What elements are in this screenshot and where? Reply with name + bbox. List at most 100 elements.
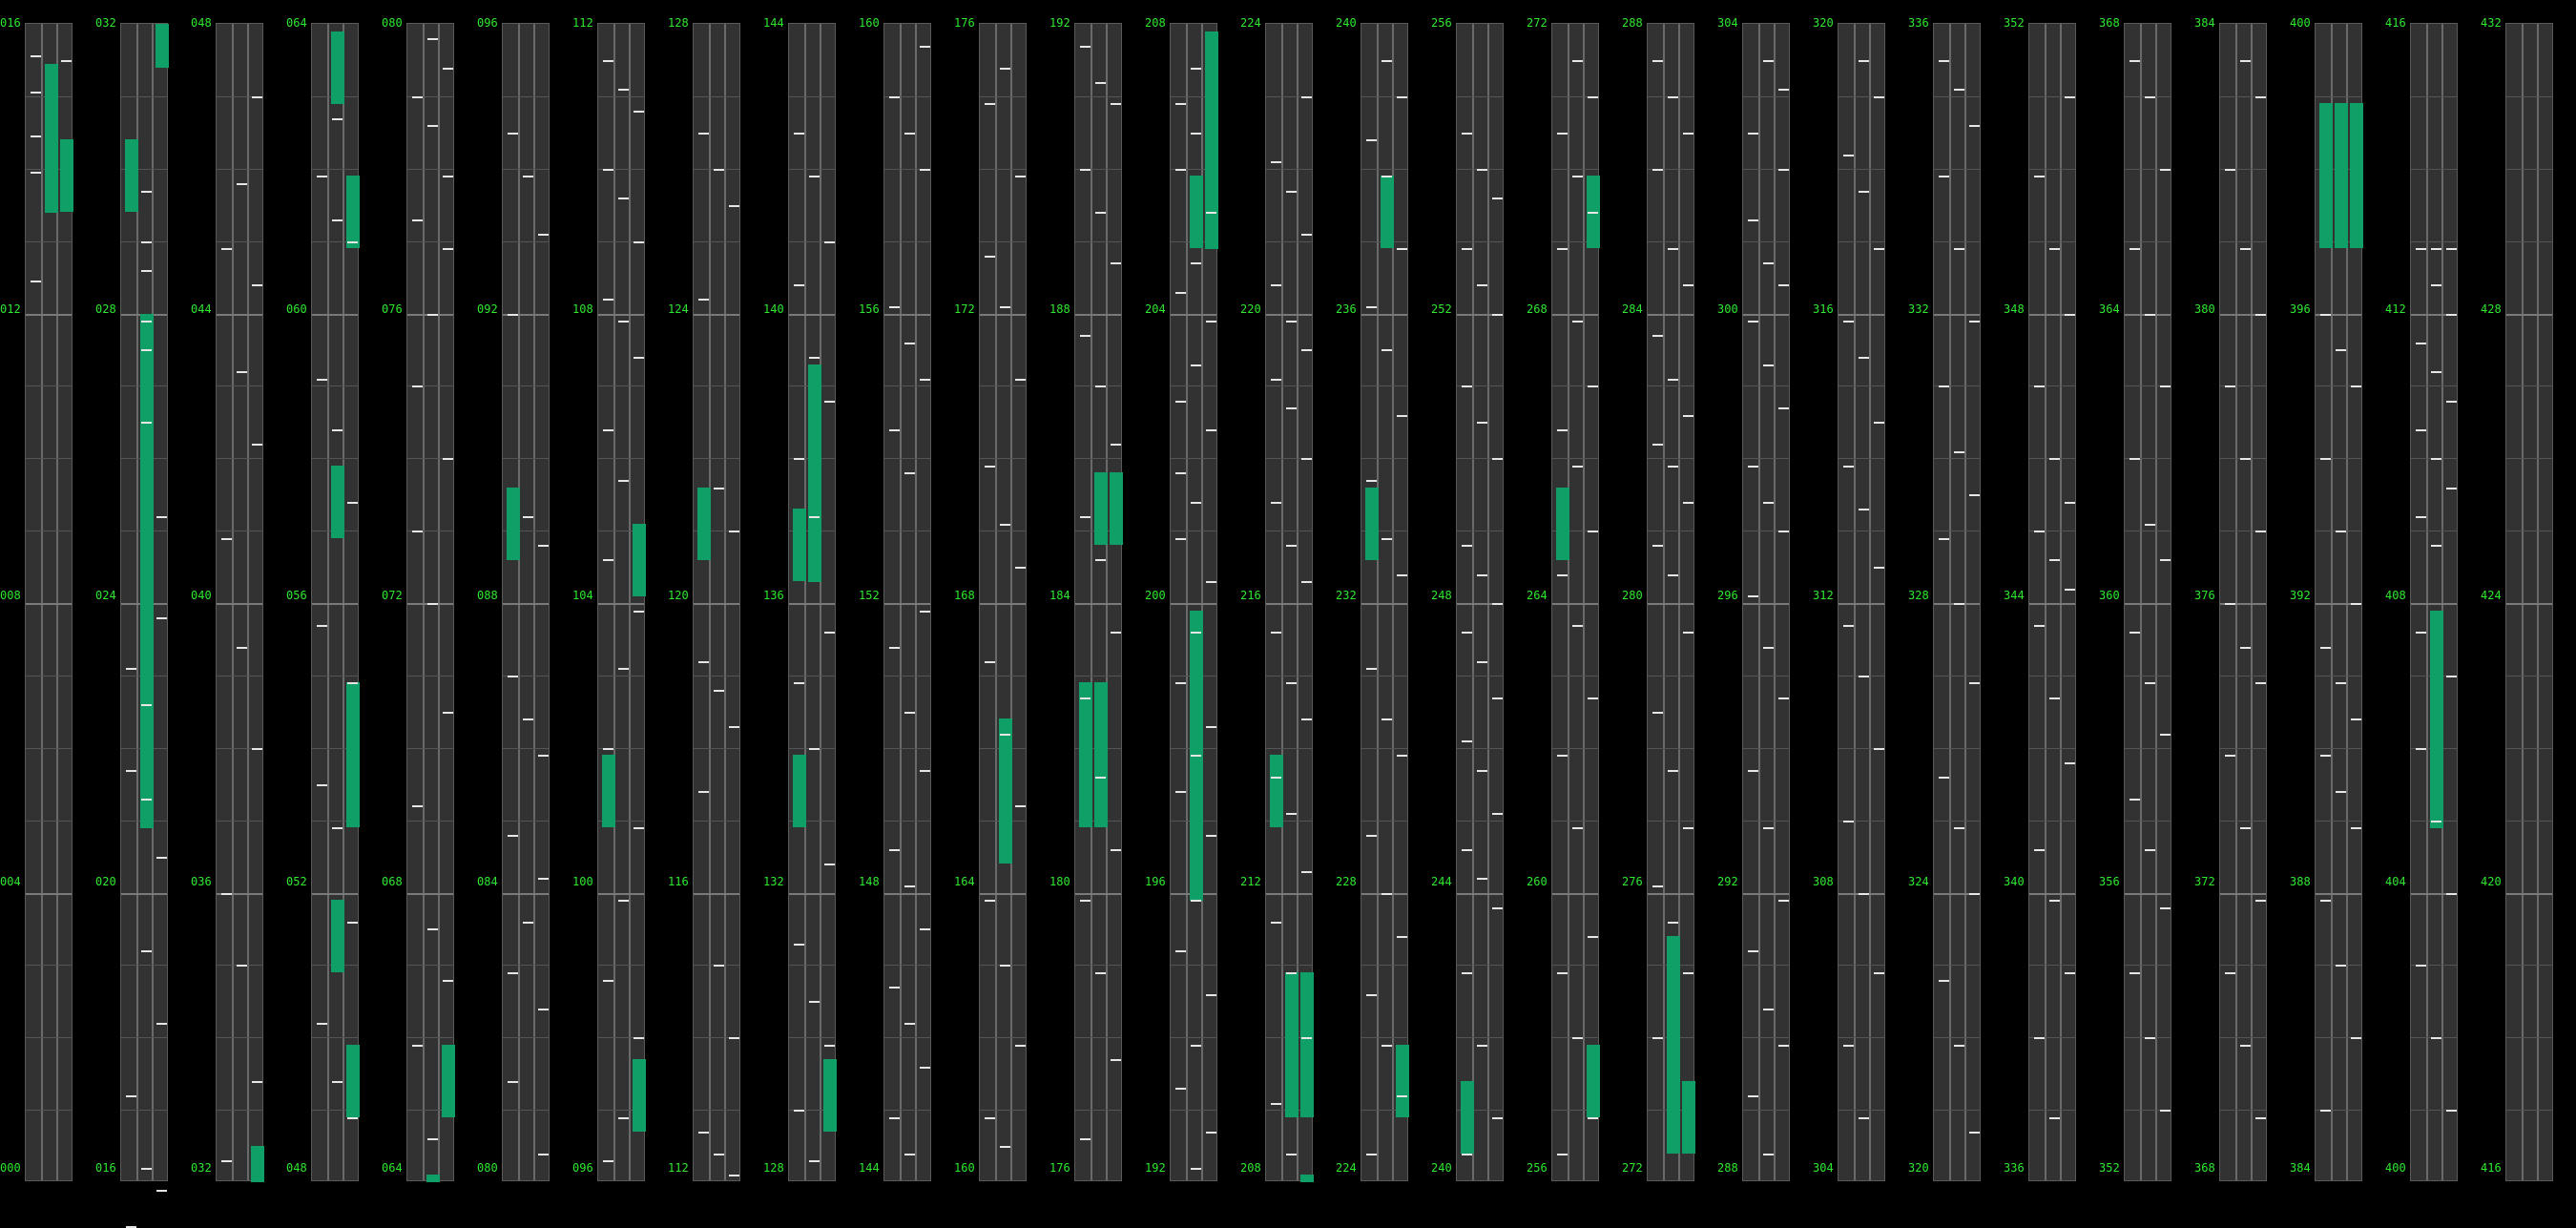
grid-line — [503, 241, 549, 242]
value-tick — [2320, 900, 2331, 902]
grid-line — [407, 169, 453, 170]
grid-line — [503, 1037, 549, 1038]
address-label: 040 — [191, 589, 212, 602]
grid-line — [598, 965, 644, 966]
value-tick — [252, 96, 262, 98]
grid-line — [26, 821, 72, 822]
value-tick — [347, 1117, 358, 1119]
value-tick — [252, 284, 262, 286]
value-tick — [603, 299, 613, 301]
value-tick — [2446, 1110, 2457, 1112]
value-tick — [2240, 458, 2251, 460]
value-tick — [1271, 922, 1281, 924]
register-column: 208 204 200 196 192 — [1145, 0, 1240, 1206]
register-column: 336 332 328 324 320 — [1908, 0, 2004, 1206]
value-tick — [1954, 603, 1964, 605]
address-label: 204 — [1145, 302, 1166, 316]
grid-line — [217, 241, 262, 242]
address-label: 196 — [1145, 875, 1166, 888]
active-bar — [1461, 1081, 1474, 1154]
register-panel — [597, 23, 646, 1181]
address-label: 192 — [1049, 16, 1070, 30]
value-tick — [1080, 900, 1091, 902]
value-tick — [1492, 813, 1503, 815]
value-tick — [1191, 364, 1201, 366]
grid-line — [694, 748, 739, 749]
section-divider — [694, 893, 739, 895]
section-divider — [1266, 314, 1312, 316]
value-tick — [156, 857, 167, 859]
address-label: 144 — [763, 16, 784, 30]
value-tick — [1111, 444, 1121, 446]
value-tick — [2320, 647, 2331, 649]
value-tick — [1301, 458, 1312, 460]
value-tick — [1206, 429, 1216, 431]
lane-divider — [709, 24, 711, 1180]
value-tick — [1588, 385, 1598, 387]
value-tick — [698, 791, 709, 793]
value-tick — [2431, 284, 2441, 286]
address-label: 168 — [954, 589, 975, 602]
active-bar — [331, 466, 344, 538]
value-tick — [2034, 176, 2045, 177]
grid-line — [1743, 241, 1789, 242]
value-tick — [1366, 835, 1377, 837]
value-tick — [1748, 770, 1758, 772]
grid-line — [2125, 821, 2171, 822]
value-tick — [508, 133, 518, 135]
grid-line — [1361, 385, 1407, 386]
grid-line — [312, 169, 358, 170]
value-tick — [1778, 900, 1789, 902]
value-tick — [618, 198, 629, 199]
value-tick — [1191, 632, 1201, 634]
address-label: 268 — [1527, 302, 1548, 316]
value-tick — [1748, 950, 1758, 952]
address-label: 396 — [2290, 302, 2311, 316]
lane-divider — [1392, 24, 1394, 1180]
lane-divider — [1281, 24, 1283, 1180]
value-tick — [794, 1110, 804, 1112]
value-tick — [1652, 60, 1663, 62]
address-label: 148 — [859, 875, 880, 888]
grid-line — [1743, 385, 1789, 386]
value-tick — [1969, 1132, 1980, 1134]
grid-line — [2411, 385, 2457, 386]
active-bar — [697, 488, 711, 560]
value-tick — [618, 900, 629, 902]
value-tick — [126, 770, 136, 772]
value-tick — [2049, 458, 2060, 460]
value-tick — [920, 1067, 930, 1069]
grid-line — [2411, 965, 2457, 966]
value-tick — [1859, 191, 1869, 193]
lane-divider — [1964, 24, 1966, 1180]
grid-line — [312, 1110, 358, 1111]
register-column: 128 124 120 116 112 — [668, 0, 763, 1206]
section-divider — [2411, 893, 2457, 895]
value-tick — [1000, 734, 1010, 736]
value-tick — [2446, 248, 2457, 250]
grid-line — [2411, 241, 2457, 242]
value-tick — [1588, 212, 1598, 214]
value-tick — [634, 827, 644, 829]
grid-line — [26, 1037, 72, 1038]
grid-line — [2316, 821, 2361, 822]
value-tick — [2320, 755, 2331, 757]
address-label: 348 — [2004, 302, 2025, 316]
grid-line — [1743, 96, 1789, 97]
address-label: 272 — [1527, 16, 1548, 30]
address-label: 380 — [2194, 302, 2215, 316]
value-tick — [332, 429, 343, 431]
value-tick — [538, 1154, 549, 1155]
grid-line — [1743, 169, 1789, 170]
section-divider — [1457, 893, 1503, 895]
value-tick — [904, 712, 915, 714]
address-label: 260 — [1527, 875, 1548, 888]
section-divider — [1171, 603, 1216, 605]
grid-line — [1552, 458, 1598, 459]
value-tick — [2431, 545, 2441, 547]
value-tick — [794, 284, 804, 286]
grid-line — [980, 385, 1026, 386]
value-tick — [1175, 1088, 1186, 1090]
grid-line — [407, 96, 453, 97]
value-tick — [1588, 531, 1598, 532]
